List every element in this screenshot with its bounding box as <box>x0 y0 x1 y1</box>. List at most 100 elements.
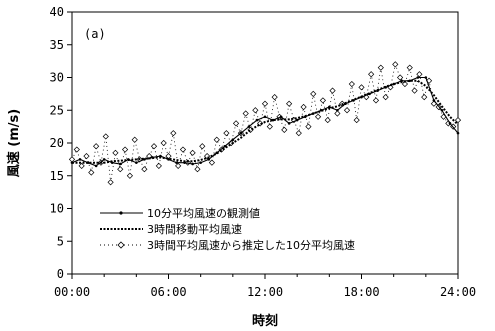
y-tick-label: 15 <box>50 169 64 183</box>
point-estimated <box>199 143 206 150</box>
point-estimated <box>93 143 100 150</box>
point-estimated <box>397 74 404 81</box>
point-estimated <box>107 179 114 186</box>
legend-item-moving-average: 3時間移動平均風速 <box>100 222 242 236</box>
point-observed <box>295 118 299 122</box>
point-observed <box>279 115 283 119</box>
point-estimated <box>78 162 85 170</box>
point-estimated <box>319 97 326 104</box>
point-observed <box>78 158 82 161</box>
point-estimated <box>266 123 273 130</box>
legend-item-observed: 10分平均風速の観測値 <box>100 206 260 220</box>
point-observed <box>448 122 452 125</box>
point-estimated <box>353 116 360 124</box>
y-tick-label: 40 <box>50 5 64 19</box>
point-observed <box>432 99 436 102</box>
point-estimated <box>242 110 249 117</box>
point-estimated <box>126 172 133 179</box>
point-observed <box>319 108 323 112</box>
point-estimated <box>454 116 462 124</box>
point-estimated <box>310 90 317 97</box>
point-estimated <box>286 100 293 107</box>
point-observed <box>231 138 235 142</box>
series-line-moving-average <box>72 79 459 164</box>
point-estimated <box>348 80 355 88</box>
point-estimated <box>189 149 196 156</box>
point-estimated <box>261 100 269 107</box>
point-observed <box>368 92 371 96</box>
point-observed <box>440 108 444 112</box>
point-observed <box>352 99 355 102</box>
point-estimated <box>305 123 312 130</box>
legend-label-moving-average: 3時間移動平均風速 <box>147 222 242 236</box>
point-estimated <box>329 87 336 94</box>
point-estimated <box>358 84 365 91</box>
point-estimated <box>112 149 119 156</box>
point-estimated <box>343 107 351 114</box>
point-estimated <box>160 139 167 147</box>
y-axis: 0 5 10 15 20 25 30 35 40 <box>50 5 72 281</box>
point-estimated <box>121 146 129 153</box>
point-observed <box>199 161 202 164</box>
x-tick-label: 06:00 <box>150 285 186 299</box>
point-estimated <box>406 64 413 71</box>
legend-item-estimated: 3時間平均風速から推定した10分平均風速 <box>100 238 355 252</box>
y-tick-label: 5 <box>57 234 64 248</box>
point-observed <box>328 105 331 109</box>
point-estimated <box>314 113 322 120</box>
point-observed <box>191 162 194 166</box>
point-observed <box>110 161 114 164</box>
point-estimated <box>416 71 423 78</box>
panel-label: (a) <box>84 27 106 41</box>
point-estimated <box>372 97 380 104</box>
y-axis-title: 風速 (m/s) <box>6 109 22 177</box>
plot-frame <box>71 11 459 275</box>
point-estimated <box>184 159 191 166</box>
point-estimated <box>295 130 302 137</box>
point-estimated <box>421 94 428 101</box>
point-observed <box>143 158 146 161</box>
point-estimated <box>213 136 220 143</box>
point-estimated <box>102 133 109 140</box>
point-observed <box>400 79 404 83</box>
point-observed <box>303 115 307 119</box>
point-observed <box>126 158 130 161</box>
point-estimated <box>83 153 90 160</box>
point-estimated <box>411 87 418 94</box>
point-estimated <box>117 166 124 173</box>
point-estimated <box>175 162 182 170</box>
point-estimated <box>88 169 95 176</box>
point-estimated <box>232 120 240 127</box>
x-axis-title: 時刻 <box>252 313 278 329</box>
x-tick-label: 18:00 <box>343 285 379 299</box>
point-observed <box>384 86 387 89</box>
point-observed <box>175 161 178 164</box>
legend-marker-estimated <box>117 241 125 249</box>
point-estimated <box>179 146 187 153</box>
legend: 10分平均風速の観測値 3時間移動平均風速 3時間平均風速から推定した10分平均… <box>100 206 355 252</box>
point-observed <box>135 161 138 164</box>
point-observed <box>70 161 74 164</box>
point-observed <box>183 161 186 164</box>
point-observed <box>287 122 291 125</box>
point-estimated <box>208 159 216 166</box>
x-tick-label: 00:00 <box>54 285 90 299</box>
point-estimated <box>382 94 389 101</box>
y-tick-label: 10 <box>50 202 64 216</box>
point-estimated <box>223 130 230 137</box>
point-observed <box>336 108 339 112</box>
point-observed <box>223 144 227 148</box>
point-estimated <box>300 103 307 111</box>
point-estimated <box>194 166 201 173</box>
point-observed <box>344 102 347 105</box>
y-tick-label: 20 <box>50 136 64 150</box>
point-observed <box>86 161 90 164</box>
point-observed <box>271 118 275 122</box>
point-estimated <box>141 166 148 173</box>
point-observed <box>376 89 379 92</box>
x-axis: 00:00 06:00 12:00 18:00 24:00 <box>54 274 476 299</box>
y-tick-label: 35 <box>50 38 64 52</box>
legend-marker-observed <box>119 211 123 215</box>
point-observed <box>416 76 420 79</box>
